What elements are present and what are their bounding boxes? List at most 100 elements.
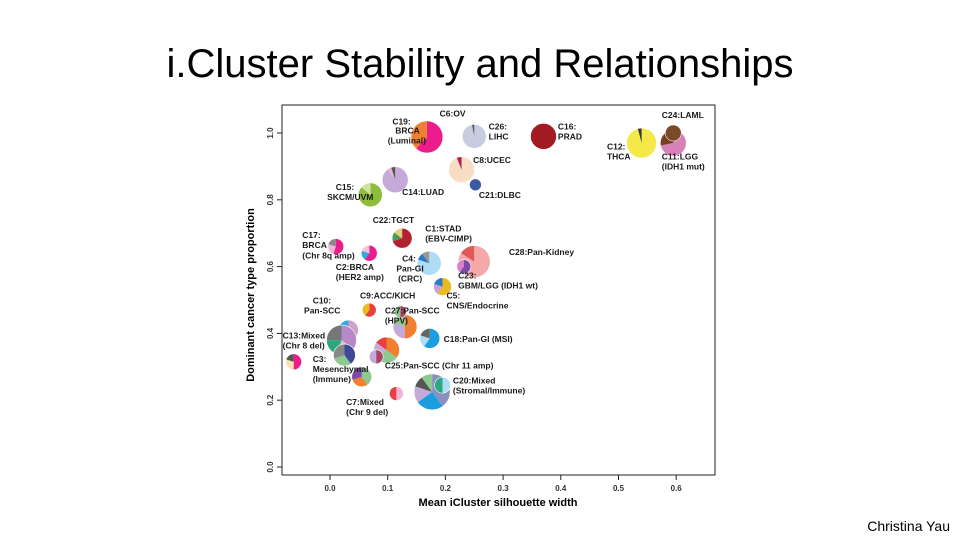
cluster-label: PRAD (558, 132, 582, 142)
cluster-label: C21:DLBC (479, 190, 521, 200)
pie-slice (421, 373, 433, 392)
pie-point (456, 259, 472, 274)
pie-slice (414, 386, 433, 403)
pie-outline (394, 305, 407, 318)
cluster-label: (Immune) (313, 374, 351, 384)
pie-slice (365, 303, 377, 318)
cluster-label: C26: (489, 122, 508, 132)
pie-outline (469, 178, 482, 192)
pie-slice (423, 328, 440, 349)
cluster-label: (EBV-CIMP) (425, 234, 472, 244)
pie-slice (341, 325, 357, 349)
pie-slice (459, 259, 471, 274)
pie-outline (433, 277, 452, 296)
pie-slice (391, 166, 396, 180)
cluster-label: Pan-SCC (304, 305, 340, 315)
cluster-label: C8:UCEC (473, 155, 511, 165)
pie-outline (419, 328, 441, 349)
x-tick-label: 0.0 (324, 484, 336, 493)
pie-outline (434, 376, 451, 394)
cluster-label: (Chr 8 del) (283, 340, 325, 350)
y-tick-label: 0.0 (266, 461, 275, 473)
pie-slice (358, 182, 383, 207)
cluster-label: SKCM/UVM (327, 192, 373, 202)
pie-slice (456, 156, 462, 170)
pie-slice (364, 245, 378, 262)
pie-slice (417, 251, 442, 276)
pie-slice (333, 355, 351, 367)
pie-point (351, 366, 373, 388)
cluster-label: C12: (607, 142, 626, 152)
x-tick-label: 0.6 (671, 484, 683, 493)
y-tick-label: 0.4 (266, 327, 275, 339)
pie-outline (413, 373, 451, 411)
cluster-label: LIHC (489, 132, 509, 142)
pie-slice (392, 228, 413, 249)
pie-slice (348, 320, 359, 339)
pie-slice (389, 386, 397, 401)
pie-point (419, 328, 441, 349)
cluster-label: Mesenchymal (313, 364, 369, 374)
pie-slice (285, 359, 294, 370)
pie-slice (626, 128, 657, 159)
cluster-label: C3: (313, 354, 327, 364)
pie-slice (396, 386, 404, 401)
cluster-label: C4: (402, 254, 416, 264)
cluster-label: (IDH1 mut) (662, 162, 705, 172)
pie-slice (415, 121, 443, 154)
pie-slice (376, 337, 387, 351)
pie-point (530, 123, 557, 150)
y-axis: 0.0 0.2 0.4 0.6 0.8 1.0 (266, 127, 282, 473)
cluster-label: (Chr 8q amp) (302, 250, 355, 260)
cluster-label: THCA (607, 152, 631, 162)
pie-outline (381, 166, 409, 194)
cluster-label: CNS/Endocrine (447, 300, 509, 310)
pie-point (410, 120, 444, 154)
y-tick-label: 0.2 (266, 394, 275, 406)
pie-outline (351, 366, 373, 388)
cluster-label: C24:LAML (662, 110, 704, 120)
pie-slice (344, 344, 356, 365)
pie-outline (410, 120, 444, 154)
pie-point (368, 349, 384, 365)
pie-point (389, 386, 404, 401)
cluster-label: C6:OV (440, 108, 466, 118)
cluster-label: Pan-GI (396, 264, 423, 274)
pie-slice (382, 166, 409, 193)
pie-outline (461, 124, 487, 149)
pie-outline (665, 124, 682, 142)
pie-outline (416, 250, 442, 276)
footer-author: Christina Yau (867, 518, 950, 534)
pie-slice (361, 182, 371, 195)
cluster-label: C13:Mixed (283, 330, 326, 340)
pie-point (626, 127, 657, 159)
pie-slice (361, 366, 372, 385)
x-tick-label: 0.1 (382, 484, 394, 493)
pie-outline (333, 343, 356, 367)
pie-outline (361, 302, 377, 318)
pie-slice (333, 238, 344, 255)
pie-slice (400, 305, 407, 318)
cluster-label: C27:Pan-SCC (385, 305, 440, 315)
pie-slice (393, 323, 406, 339)
pie-outline (285, 353, 302, 371)
cluster-label: (HER2 amp) (336, 272, 384, 282)
cluster-label: (HPV) (385, 315, 408, 325)
bubble-pie-chart: 0.0 0.1 0.2 0.3 0.4 0.5 0.6 0.0 0.2 0.4 0.6 0.8 1.0… (245, 104, 716, 509)
cluster-label: C25:Pan-SCC (Chr 11 amp) (385, 360, 494, 370)
x-tick-label: 0.4 (555, 484, 567, 493)
pie-outline (360, 244, 378, 262)
x-axis: 0.0 0.1 0.2 0.3 0.4 0.5 0.6 (324, 475, 682, 493)
pie-point (358, 182, 383, 208)
pie-outline (358, 182, 383, 208)
cluster-label: C7:Mixed (346, 397, 384, 407)
data-points (285, 120, 687, 411)
pie-point (394, 305, 407, 318)
pie-slice (437, 277, 452, 296)
cluster-label: C18:Pan-GI (MSI) (444, 334, 513, 344)
pie-slice (394, 305, 401, 318)
x-tick-label: 0.5 (613, 484, 625, 493)
pie-slice (417, 391, 443, 410)
cluster-label: BRCA (395, 126, 420, 136)
pie-point (361, 302, 377, 318)
